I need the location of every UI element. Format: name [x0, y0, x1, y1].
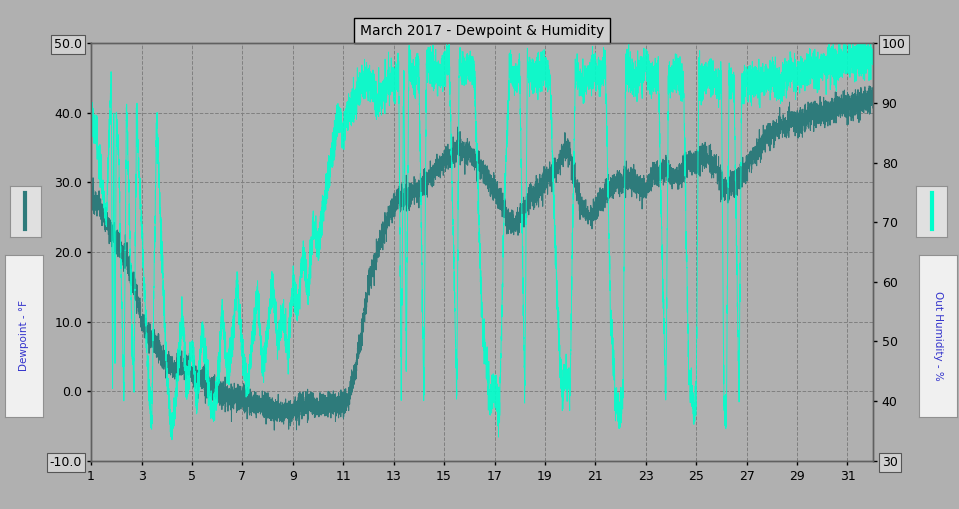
- Text: Dewpoint - °F: Dewpoint - °F: [19, 300, 29, 372]
- Text: Out Humidity - %: Out Humidity - %: [933, 291, 943, 381]
- Title: March 2017 - Dewpoint & Humidity: March 2017 - Dewpoint & Humidity: [360, 24, 604, 38]
